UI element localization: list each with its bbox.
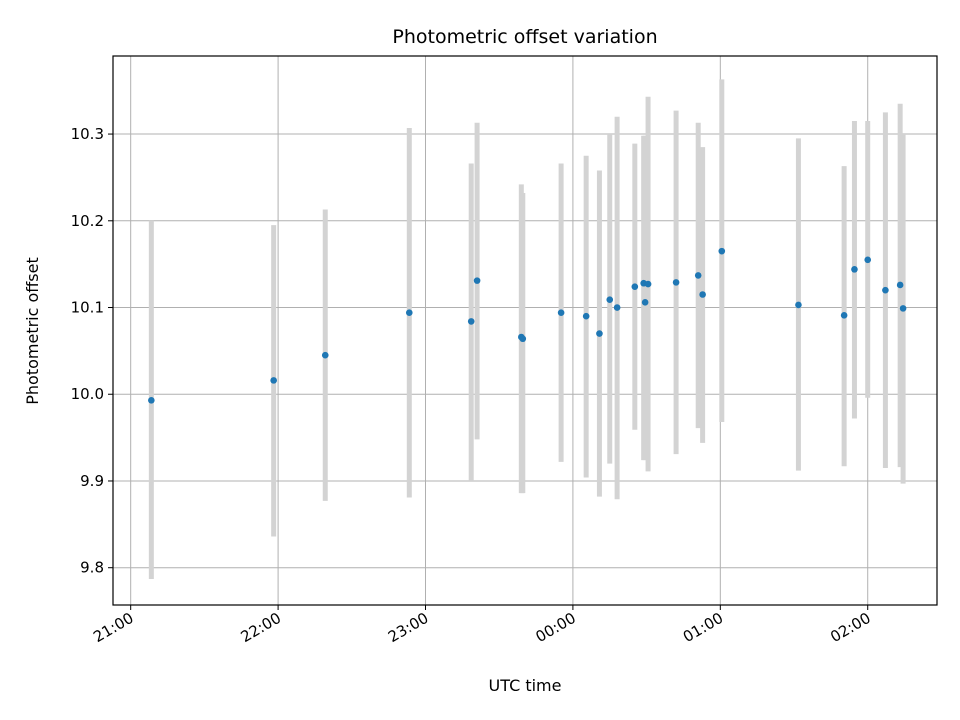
data-point (644, 280, 652, 288)
y-tick-label: 10.1 (71, 299, 104, 317)
plot-frame (112, 55, 938, 606)
data-point (896, 281, 904, 289)
y-tick-label: 10.0 (71, 385, 104, 403)
data-point (613, 304, 621, 311)
data-point (795, 301, 802, 309)
data-point (840, 312, 848, 319)
data-point (473, 277, 481, 284)
data-point (270, 377, 277, 384)
y-tick-label: 10.2 (71, 212, 104, 230)
data-point (694, 272, 702, 279)
data-point (321, 351, 329, 359)
data-point (557, 309, 565, 317)
chart-title: Photometric offset variation (392, 26, 657, 48)
data-point (467, 318, 475, 325)
x-axis-title: UTC time (489, 676, 562, 695)
data-point (582, 312, 590, 320)
data-point (699, 291, 706, 298)
data-point (718, 247, 726, 255)
y-axis-ticks: 9.8 9.9 10.0 10.1 10.2 10.3 (71, 125, 113, 577)
data-point (882, 286, 889, 294)
data-point (851, 266, 858, 273)
y-axis-title: Photometric offset (23, 257, 42, 405)
data-point (641, 299, 649, 306)
data-point (672, 279, 680, 286)
data-point (405, 309, 413, 317)
y-tick-label: 10.3 (71, 125, 104, 143)
y-tick-label: 9.8 (80, 559, 104, 577)
data-point (606, 296, 614, 304)
data-point (519, 335, 527, 343)
data-points (148, 247, 907, 404)
data-point (899, 305, 907, 312)
data-point (631, 283, 639, 291)
y-tick-label: 9.9 (80, 472, 104, 490)
data-point (596, 330, 603, 337)
data-point (148, 397, 155, 404)
data-point (864, 256, 872, 264)
